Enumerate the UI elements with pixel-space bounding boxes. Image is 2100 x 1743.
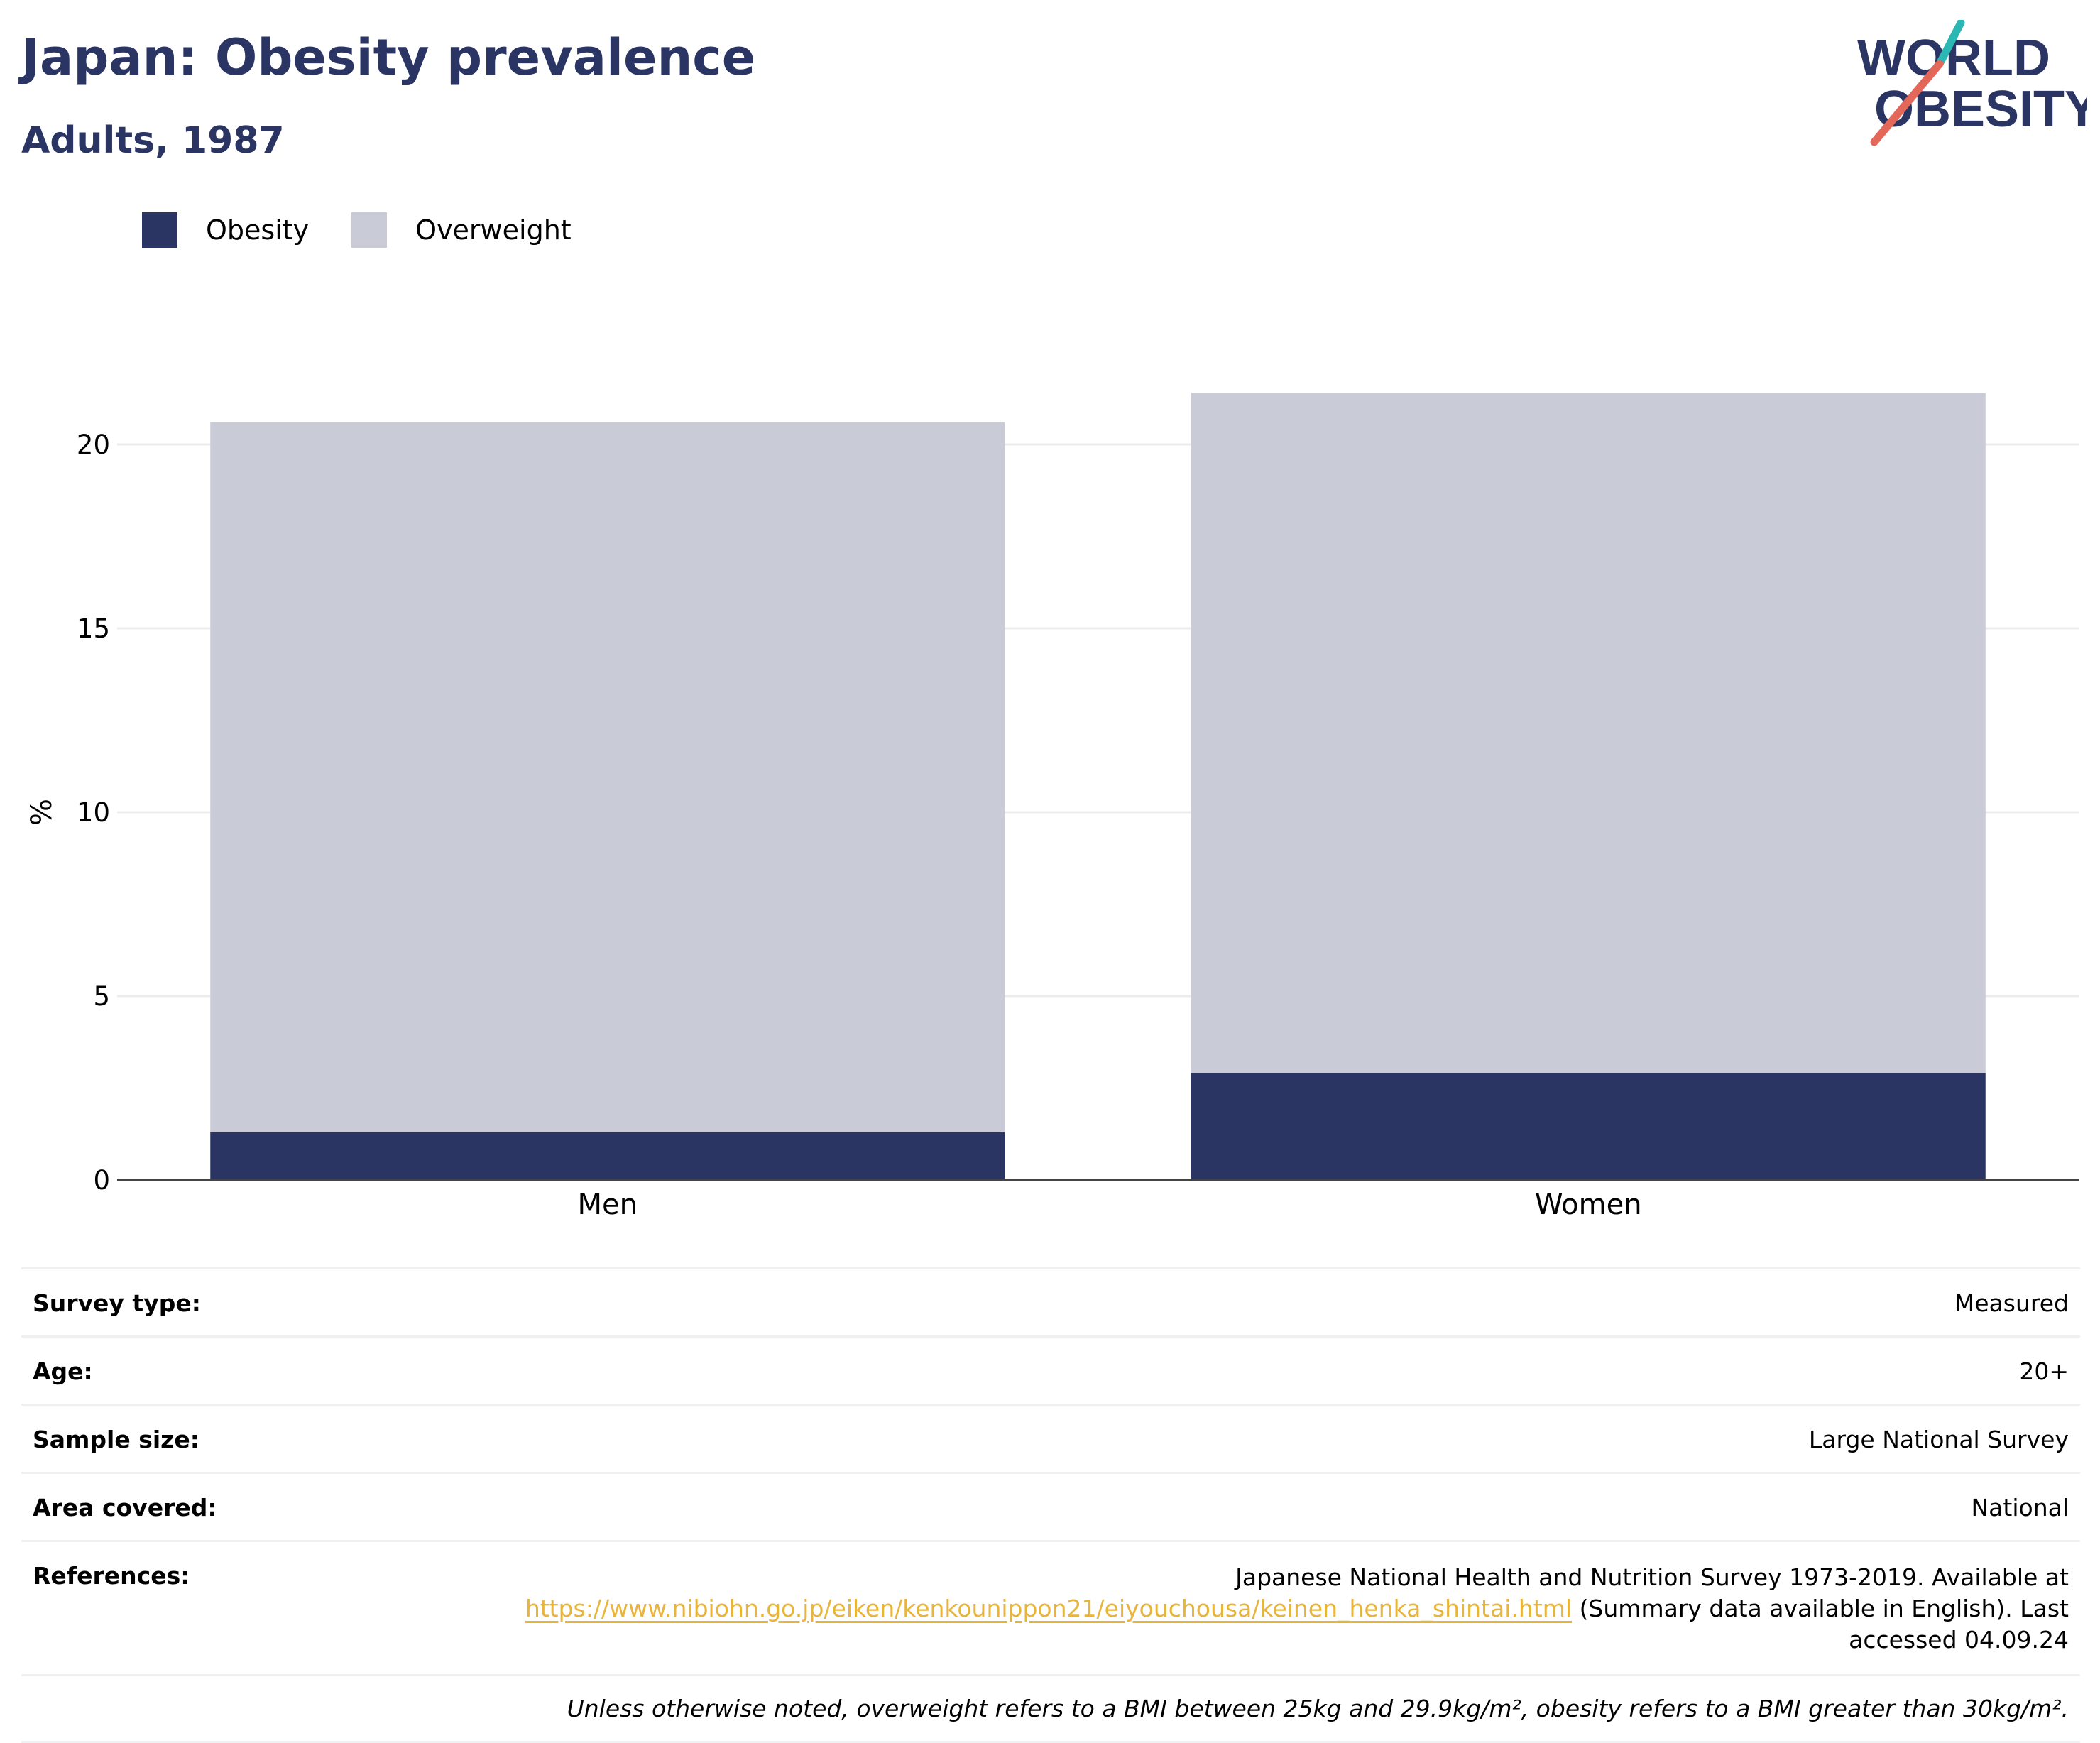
- y-tick-label-5: 5: [93, 981, 110, 1012]
- legend-item-obesity[interactable]: Obesity: [142, 212, 309, 248]
- references-label: References:: [33, 1562, 190, 1590]
- bmi-definition-note: Unless otherwise noted, overweight refer…: [21, 1674, 2080, 1743]
- legend-label-overweight: Overweight: [415, 214, 572, 246]
- y-tick-label-0: 0: [93, 1165, 110, 1196]
- survey-type-label: Survey type:: [33, 1289, 201, 1317]
- chart-title: Japan: Obesity prevalence: [21, 28, 756, 87]
- legend-item-overweight[interactable]: Overweight: [351, 212, 572, 248]
- world-obesity-logo: WORLD OBESITY: [1853, 20, 2087, 148]
- area-covered-value: National: [1971, 1494, 2069, 1521]
- bar-men-obesity: [210, 1132, 1005, 1180]
- y-axis-label: %: [26, 799, 58, 826]
- age-row: Age: 20+: [21, 1335, 2080, 1404]
- x-tick-label-men: Men: [578, 1189, 638, 1221]
- chart-legend: Obesity Overweight: [142, 212, 614, 248]
- y-tick-label-10: 10: [77, 797, 110, 828]
- survey-type-row: Survey type: Measured: [21, 1267, 2080, 1335]
- age-label: Age:: [33, 1357, 93, 1385]
- references-text-after: (Summary data available in English). Las…: [1579, 1595, 2069, 1654]
- logo-text-obesity: OBESITY: [1874, 81, 2087, 138]
- age-value: 20+: [2019, 1357, 2069, 1385]
- bar-men-overweight: [210, 422, 1005, 1132]
- area-covered-label: Area covered:: [33, 1494, 217, 1521]
- references-link[interactable]: https://www.nibiohn.go.jp/eiken/kenkouni…: [525, 1595, 1573, 1622]
- x-tick-label-women: Women: [1535, 1189, 1642, 1221]
- references-row: References: Japanese National Health and…: [21, 1540, 2080, 1674]
- logo-slash-teal: [1935, 20, 1965, 68]
- bar-women-overweight: [1191, 393, 1986, 1073]
- sample-size-label: Sample size:: [33, 1426, 199, 1453]
- legend-swatch-overweight: [351, 212, 388, 248]
- bar-chart: 0 5 10 15 20% Men Women: [26, 393, 2079, 1221]
- legend-swatch-obesity: [142, 212, 177, 248]
- legend-label-obesity: Obesity: [206, 214, 310, 246]
- logo-slash-red: [1870, 60, 1944, 146]
- chart-subtitle: Adults, 1987: [21, 119, 285, 162]
- y-tick-label-15: 15: [77, 613, 110, 644]
- references-value: Japanese National Health and Nutrition S…: [507, 1562, 2069, 1656]
- bar-women-obesity: [1191, 1073, 1986, 1180]
- references-text-before: Japanese National Health and Nutrition S…: [1235, 1563, 2069, 1591]
- y-tick-label-20: 20: [77, 430, 110, 460]
- survey-type-value: Measured: [1954, 1289, 2069, 1317]
- sample-size-value: Large National Survey: [1808, 1426, 2069, 1453]
- sample-size-row: Sample size: Large National Survey: [21, 1404, 2080, 1472]
- area-covered-row: Area covered: National: [21, 1472, 2080, 1540]
- survey-info-table: Survey type: Measured Age: 20+ Sample si…: [21, 1267, 2080, 1743]
